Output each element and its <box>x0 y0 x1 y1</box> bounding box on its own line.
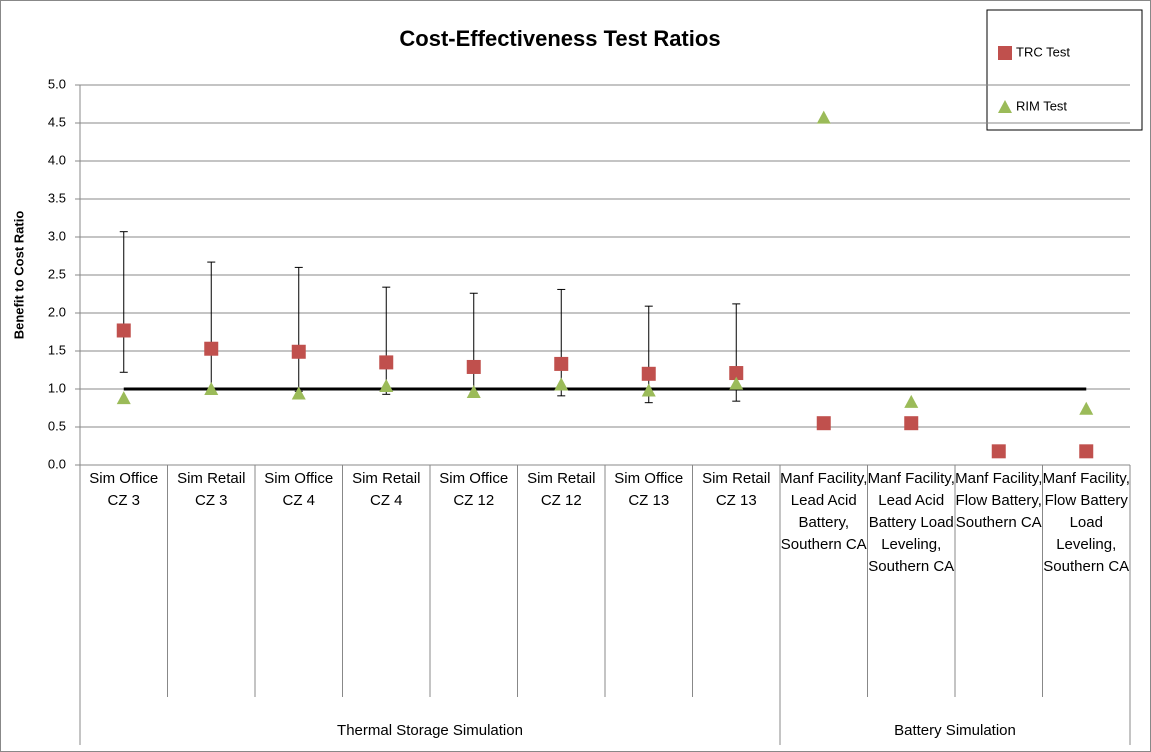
data-point <box>1079 444 1094 459</box>
y-tick-label: 4.5 <box>48 114 66 129</box>
data-point <box>466 359 481 374</box>
chart-title: Cost-Effectiveness Test Ratios <box>399 26 720 51</box>
y-axis-label: Benefit to Cost Ratio <box>11 211 26 340</box>
x-tick-label: Manf Facility, Lead Acid Battery, Southe… <box>780 470 868 553</box>
legend-marker <box>998 46 1012 60</box>
x-tick-label: Sim Office CZ 12 <box>439 470 509 509</box>
legend-label: RIM Test <box>1016 98 1067 113</box>
data-point <box>466 385 481 399</box>
data-point <box>554 377 569 391</box>
x-tick-label: Sim Retail CZ 4 <box>352 470 421 509</box>
x-tick-label: Sim Office CZ 4 <box>264 470 334 509</box>
legend-marker <box>998 100 1012 113</box>
y-tick-label: 0.5 <box>48 418 66 433</box>
x-tick-label: Manf Facility, Flow Battery, Southern CA <box>955 470 1043 531</box>
data-point <box>291 344 306 359</box>
data-point <box>641 366 656 381</box>
data-point <box>204 341 219 356</box>
data-point <box>729 366 744 381</box>
y-tick-label: 5.0 <box>48 76 66 91</box>
y-tick-label: 3.5 <box>48 190 66 205</box>
y-tick-label: 2.5 <box>48 266 66 281</box>
data-point <box>379 355 394 370</box>
legend-label: TRC Test <box>1016 44 1070 59</box>
y-tick-label: 1.0 <box>48 380 66 395</box>
y-tick-label: 3.0 <box>48 228 66 243</box>
y-tick-label: 1.5 <box>48 342 66 357</box>
x-tick-label: Sim Office CZ 3 <box>89 470 159 509</box>
group-label: Thermal Storage Simulation <box>337 722 523 739</box>
x-tick-label: Sim Retail CZ 12 <box>527 470 596 509</box>
data-point <box>291 386 306 400</box>
data-point <box>991 444 1006 459</box>
x-tick-label: Sim Retail CZ 3 <box>177 470 246 509</box>
data-point <box>729 376 744 390</box>
data-point <box>816 110 831 124</box>
data-point <box>379 378 394 392</box>
data-point <box>116 323 131 338</box>
data-point <box>554 356 569 371</box>
data-point <box>641 383 656 397</box>
data-point <box>904 394 919 408</box>
x-tick-label: Sim Office CZ 13 <box>614 470 684 509</box>
group-label: Battery Simulation <box>894 722 1016 739</box>
x-tick-label: Sim Retail CZ 13 <box>702 470 771 509</box>
x-tick-label: Manf Facility, Flow Battery Load Levelin… <box>1042 470 1130 575</box>
data-point <box>116 391 131 405</box>
x-tick-label: Manf Facility, Lead Acid Battery Load Le… <box>867 470 955 575</box>
data-point <box>204 382 219 395</box>
data-point <box>904 416 919 431</box>
data-point <box>1079 401 1094 415</box>
data-point <box>816 416 831 431</box>
legend-box <box>986 9 1143 131</box>
y-tick-label: 0.0 <box>48 456 66 471</box>
y-tick-label: 2.0 <box>48 304 66 319</box>
y-tick-label: 4.0 <box>48 152 66 167</box>
